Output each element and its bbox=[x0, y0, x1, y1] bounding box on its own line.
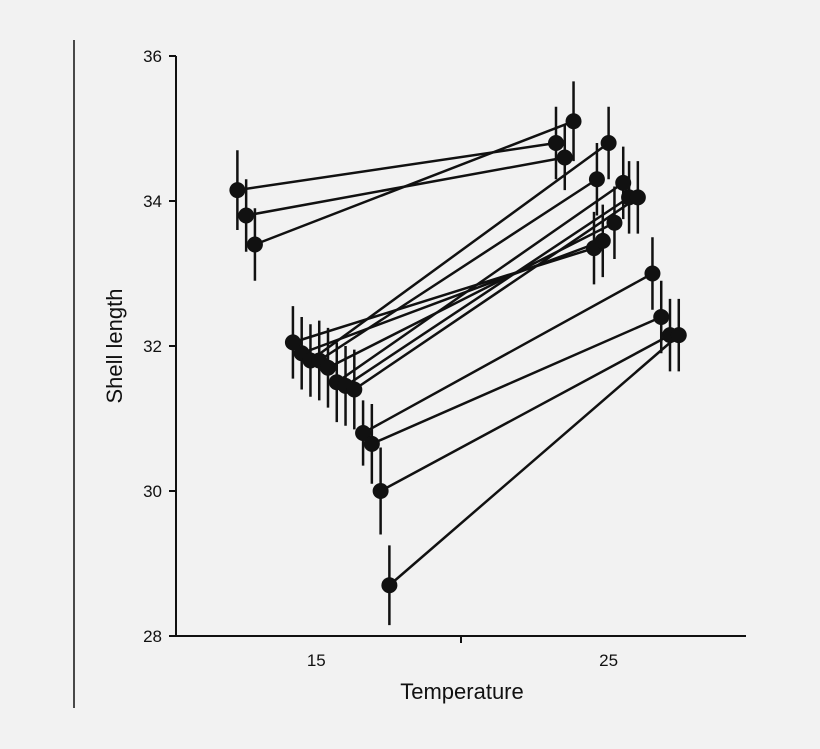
x-axis-title: Temperature bbox=[400, 679, 524, 704]
pair-connector-line bbox=[336, 181, 624, 384]
x-tick-label: 15 bbox=[307, 651, 326, 670]
y-axis-title: Shell length bbox=[102, 289, 127, 404]
y-axis-ticks: 28 30 32 34 36 bbox=[143, 47, 176, 646]
data-point bbox=[548, 135, 564, 151]
data-point bbox=[355, 425, 372, 441]
data-point bbox=[556, 149, 573, 166]
data-point bbox=[588, 171, 605, 188]
pair-connector-line bbox=[388, 334, 680, 587]
data-point bbox=[629, 189, 646, 206]
y-tick-label: 34 bbox=[143, 192, 162, 211]
x-axis-ticks: 15 25 bbox=[307, 636, 618, 670]
pair-connector-line bbox=[254, 120, 574, 246]
data-point bbox=[238, 207, 255, 224]
data-point bbox=[346, 381, 363, 398]
data-point bbox=[615, 174, 632, 191]
y-tick-label: 36 bbox=[143, 47, 162, 66]
data-point bbox=[565, 113, 582, 130]
data-point bbox=[644, 265, 661, 282]
data-marks bbox=[229, 81, 687, 626]
pair-connector-line bbox=[380, 334, 671, 493]
y-tick-label: 30 bbox=[143, 482, 162, 501]
data-point bbox=[229, 182, 246, 199]
pair-connector-line bbox=[353, 196, 639, 391]
data-point bbox=[606, 214, 623, 231]
pair-connector-line bbox=[318, 178, 598, 362]
data-point bbox=[594, 232, 611, 249]
pair-connector-line bbox=[362, 272, 654, 435]
data-point bbox=[246, 236, 263, 253]
pair-connector-line bbox=[301, 239, 604, 355]
data-point bbox=[363, 435, 380, 452]
y-tick-label: 28 bbox=[143, 627, 162, 646]
data-point bbox=[600, 135, 617, 151]
data-point bbox=[284, 334, 301, 351]
x-tick-label: 25 bbox=[599, 651, 618, 670]
data-point bbox=[320, 359, 336, 376]
data-point bbox=[670, 327, 687, 344]
data-point bbox=[653, 309, 670, 325]
data-point bbox=[372, 483, 389, 499]
pair-connector-line bbox=[237, 141, 557, 192]
pair-connector-line bbox=[344, 196, 630, 387]
data-point bbox=[381, 577, 398, 594]
pair-connector-line bbox=[309, 141, 610, 362]
pair-connector-line bbox=[371, 315, 662, 446]
y-tick-label: 32 bbox=[143, 337, 162, 356]
